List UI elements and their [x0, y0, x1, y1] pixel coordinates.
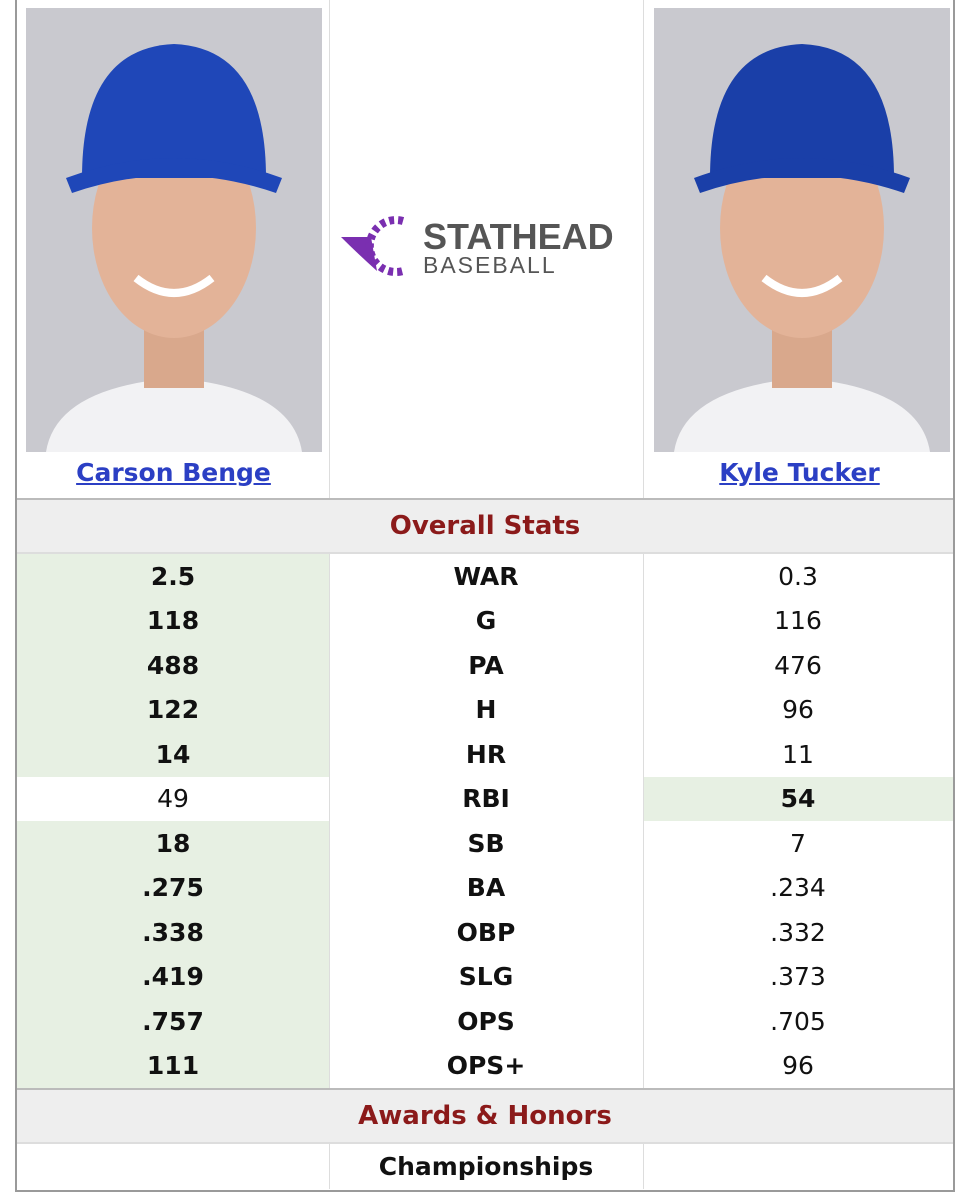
stat-value: 118	[17, 598, 329, 643]
stat-value: 476	[643, 643, 953, 688]
stat-value: 96	[643, 687, 953, 732]
divider	[329, 999, 330, 1044]
stat-value: .234	[643, 865, 953, 910]
logo-text: STATHEAD	[423, 216, 614, 257]
stat-value	[17, 1144, 329, 1189]
divider	[329, 821, 330, 866]
photo-part	[761, 274, 843, 297]
stat-label: SLG	[329, 954, 643, 999]
stat-label: HR	[329, 732, 643, 777]
logo-ball	[365, 216, 405, 276]
stat-value: 96	[643, 1043, 953, 1088]
stat-label: OPS	[329, 999, 643, 1044]
player-photo	[654, 8, 950, 452]
section-header: Awards & Honors	[17, 1088, 953, 1144]
divider	[643, 776, 644, 821]
divider	[643, 1144, 644, 1189]
player-photo	[26, 8, 322, 452]
stat-value: 7	[643, 821, 953, 866]
photo-part	[710, 44, 894, 178]
stat-value: .373	[643, 954, 953, 999]
stat-value: 49	[17, 776, 329, 821]
stat-label: WAR	[329, 554, 643, 599]
stat-label: PA	[329, 643, 643, 688]
divider	[643, 999, 644, 1044]
stat-value: 14	[17, 732, 329, 777]
stat-label: OBP	[329, 910, 643, 955]
photo-part	[674, 378, 930, 452]
stat-value: 0.3	[643, 554, 953, 599]
divider	[329, 732, 330, 777]
divider	[643, 865, 644, 910]
stat-value: 116	[643, 598, 953, 643]
divider	[643, 732, 644, 777]
stat-value: .705	[643, 999, 953, 1044]
divider	[643, 0, 644, 498]
stat-label: SB	[329, 821, 643, 866]
divider	[643, 598, 644, 643]
photo-part	[66, 158, 282, 193]
divider	[329, 776, 330, 821]
stat-value: .332	[643, 910, 953, 955]
section-header: Overall Stats	[17, 498, 953, 554]
stat-label: H	[329, 687, 643, 732]
stat-label: OPS+	[329, 1043, 643, 1088]
divider	[329, 554, 330, 599]
divider	[329, 0, 330, 498]
divider	[329, 1043, 330, 1088]
stat-value: 111	[17, 1043, 329, 1088]
stat-value: 18	[17, 821, 329, 866]
divider	[643, 910, 644, 955]
divider	[329, 687, 330, 732]
stat-value: .757	[17, 999, 329, 1044]
stat-label: BA	[329, 865, 643, 910]
divider	[329, 1144, 330, 1189]
stat-value: .338	[17, 910, 329, 955]
photo-part	[82, 44, 266, 178]
stat-value: .419	[17, 954, 329, 999]
logo-subtext: BASEBALL	[423, 252, 557, 278]
photo-part	[694, 158, 910, 193]
stat-label: RBI	[329, 776, 643, 821]
photo-part	[46, 378, 302, 452]
divider	[329, 954, 330, 999]
photo-part	[133, 274, 215, 297]
stat-value: .275	[17, 865, 329, 910]
divider	[643, 1043, 644, 1088]
divider	[643, 554, 644, 599]
divider	[329, 598, 330, 643]
stat-value: 2.5	[17, 554, 329, 599]
divider	[329, 643, 330, 688]
divider	[643, 687, 644, 732]
divider	[329, 910, 330, 955]
stat-value	[643, 1144, 953, 1189]
divider	[643, 821, 644, 866]
divider	[329, 865, 330, 910]
stat-value: 54	[643, 776, 953, 821]
comparison-table: Carson Benge Kyle Tucker STATHEAD BASEBA…	[15, 0, 955, 1192]
divider	[643, 954, 644, 999]
stat-label: Championships	[329, 1144, 643, 1189]
player-name[interactable]: Kyle Tucker	[719, 458, 880, 487]
stat-value: 122	[17, 687, 329, 732]
stathead-logo: STATHEAD BASEBALL	[341, 216, 614, 278]
stat-value: 488	[17, 643, 329, 688]
stat-value: 11	[643, 732, 953, 777]
divider	[643, 643, 644, 688]
stat-label: G	[329, 598, 643, 643]
player-name[interactable]: Carson Benge	[76, 458, 271, 487]
